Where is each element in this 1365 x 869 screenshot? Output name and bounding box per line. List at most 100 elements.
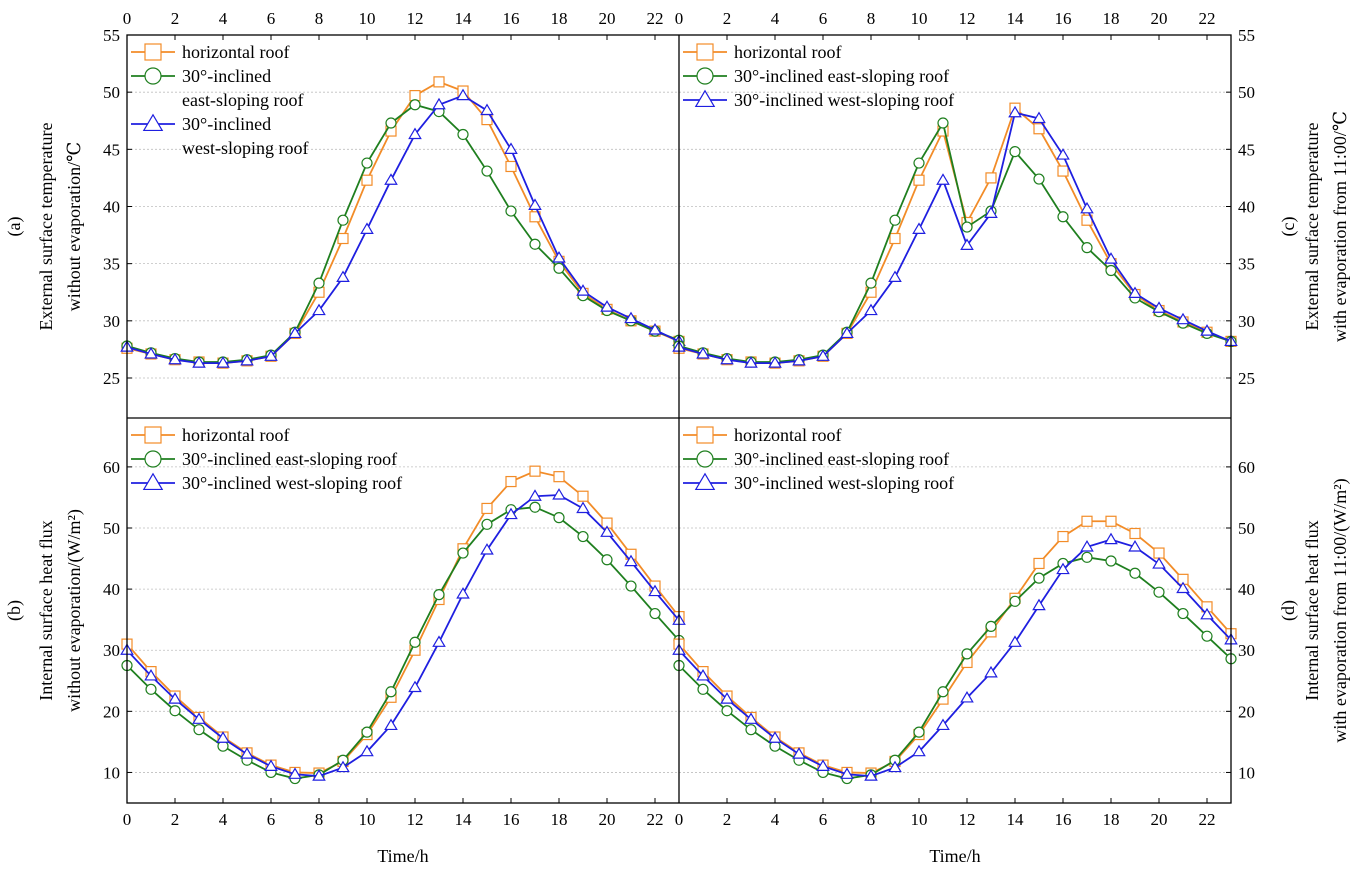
x-tick-label: 4 bbox=[771, 810, 780, 829]
data-point-west bbox=[384, 173, 398, 185]
y-tick-label: 45 bbox=[1238, 140, 1255, 159]
y-tick-label: 30 bbox=[103, 641, 120, 660]
series-line-west bbox=[678, 111, 1232, 365]
data-point-east bbox=[529, 238, 541, 250]
legend-label-horizontal: horizontal roof bbox=[182, 42, 289, 62]
y-tick-label: 55 bbox=[1238, 26, 1255, 45]
y-tick-label: 50 bbox=[103, 519, 120, 538]
data-point-east bbox=[937, 686, 949, 698]
x-tick-label: 18 bbox=[1103, 810, 1120, 829]
y-tick-label: 40 bbox=[103, 580, 120, 599]
data-point-horizontal bbox=[505, 160, 517, 173]
x-tick-label: 14 bbox=[455, 810, 473, 829]
data-point-east bbox=[481, 518, 493, 530]
data-point-horizontal bbox=[553, 471, 565, 483]
data-point-west bbox=[1176, 581, 1190, 594]
y-tick-label: 60 bbox=[1238, 458, 1255, 477]
legend-label-horizontal: horizontal roof bbox=[734, 425, 841, 445]
data-point-east bbox=[481, 165, 493, 177]
data-point-east bbox=[553, 512, 565, 524]
data-point-west bbox=[720, 352, 734, 365]
legend-marker-horizontal bbox=[696, 43, 714, 61]
x-tick-label: 22 bbox=[1199, 9, 1216, 28]
data-point-west bbox=[576, 501, 590, 514]
x-tick-label: 16 bbox=[503, 810, 520, 829]
data-point-west bbox=[576, 284, 590, 296]
series-line-horizontal bbox=[678, 106, 1232, 365]
legend-marker-west bbox=[694, 89, 716, 108]
data-point-west bbox=[864, 769, 878, 781]
data-point-west bbox=[1152, 557, 1166, 569]
data-point-west bbox=[216, 731, 230, 743]
data-point-east bbox=[193, 724, 205, 736]
y-tick-label: 60 bbox=[103, 458, 120, 477]
data-point-west bbox=[1080, 540, 1094, 552]
y-tick-label: 30 bbox=[103, 312, 120, 331]
x-tick-label: 22 bbox=[647, 810, 664, 829]
data-point-west bbox=[1032, 111, 1046, 124]
data-point-west bbox=[216, 356, 230, 368]
data-point-east bbox=[361, 157, 373, 169]
data-point-east bbox=[553, 262, 565, 274]
x-tick-label: 8 bbox=[867, 9, 876, 28]
x-tick-label: 20 bbox=[1151, 9, 1168, 28]
x-tick-label: 18 bbox=[551, 9, 568, 28]
data-point-west bbox=[912, 744, 926, 757]
data-point-horizontal bbox=[505, 475, 517, 488]
data-point-west bbox=[360, 222, 374, 234]
legend-label-west: 30°-inclined bbox=[182, 114, 271, 134]
data-point-west bbox=[984, 206, 998, 218]
x-tick-label: 16 bbox=[503, 9, 520, 28]
x-tick-label: 14 bbox=[455, 9, 473, 28]
panel-b: 10 20 30 40 50 60 0 2 4 6 8 10 12 14 16 18 20 22 horizonta… bbox=[4, 425, 686, 866]
data-point-east bbox=[1129, 567, 1141, 579]
legend-label-east: 30°-inclined east-sloping roof bbox=[734, 66, 949, 86]
data-point-west bbox=[648, 323, 662, 335]
x-axis-label: Time/h bbox=[929, 846, 980, 866]
data-point-west bbox=[552, 251, 566, 263]
series-line-west bbox=[678, 538, 1232, 778]
x-tick-label: 4 bbox=[219, 9, 228, 28]
data-point-horizontal bbox=[433, 76, 445, 88]
data-point-west bbox=[600, 300, 614, 312]
legend-label-east: 30°-inclined east-sloping roof bbox=[734, 449, 949, 469]
y-tick-label: 30 bbox=[1238, 641, 1255, 660]
legend-marker-horizontal bbox=[144, 43, 162, 61]
data-point-west bbox=[816, 759, 830, 771]
data-point-horizontal bbox=[889, 232, 901, 245]
legend-marker-east bbox=[144, 450, 162, 468]
legend-label-east: east-sloping roof bbox=[182, 90, 303, 110]
data-point-east bbox=[1177, 607, 1189, 620]
data-point-east bbox=[145, 683, 157, 695]
legend-marker-horizontal bbox=[696, 426, 714, 444]
y-axis-label: External surface temperature bbox=[1302, 123, 1322, 331]
x-tick-label: 10 bbox=[911, 810, 928, 829]
data-point-horizontal bbox=[1057, 530, 1069, 543]
legend-label-west: 30°-inclined west-sloping roof bbox=[734, 473, 954, 493]
data-point-west bbox=[1056, 148, 1070, 160]
data-point-east bbox=[313, 277, 325, 289]
data-point-east bbox=[1009, 595, 1021, 607]
x-tick-label: 22 bbox=[1199, 810, 1216, 829]
data-point-east bbox=[361, 726, 373, 738]
data-point-west bbox=[624, 311, 638, 324]
data-point-west bbox=[192, 712, 206, 724]
panel-d: 10 20 30 40 50 60 0 2 4 6 8 10 12 14 16 18 20 22 horizonta… bbox=[672, 425, 1351, 866]
data-point-west bbox=[912, 222, 926, 234]
data-point-west bbox=[480, 103, 494, 116]
data-point-east bbox=[1105, 264, 1117, 277]
y-tick-label: 50 bbox=[103, 83, 120, 102]
data-point-west bbox=[480, 543, 494, 555]
y-axis-label: Internal surface heat flux bbox=[36, 520, 56, 700]
data-point-east bbox=[385, 686, 397, 698]
y-axis-label: Internal surface heat flux bbox=[1302, 520, 1322, 700]
x-tick-label: 20 bbox=[599, 9, 616, 28]
x-tick-label: 14 bbox=[1007, 9, 1025, 28]
data-point-horizontal bbox=[577, 490, 589, 502]
data-point-east bbox=[889, 214, 901, 226]
data-point-west bbox=[504, 142, 518, 154]
legend-marker-horizontal bbox=[144, 426, 162, 444]
legend-marker-west bbox=[142, 472, 164, 491]
data-point-east bbox=[721, 705, 733, 717]
x-tick-label: 10 bbox=[359, 810, 376, 829]
